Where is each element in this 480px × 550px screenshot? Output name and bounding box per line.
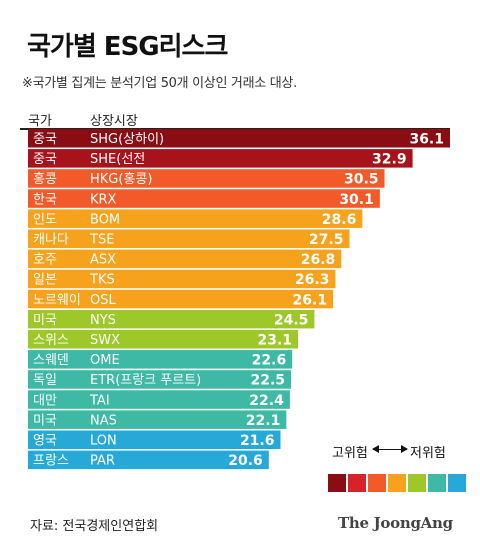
bar-country-label: 스위스	[33, 333, 69, 348]
bar-country-label: 캐나다	[33, 233, 69, 248]
bar-country-label: 영국	[33, 434, 57, 449]
bar-value-label: 22.6	[252, 353, 287, 369]
bar-country-label: 독일	[33, 373, 57, 388]
bar	[28, 390, 290, 409]
source-note: 자료: 전국경제인연합회	[30, 519, 159, 534]
bar-value-label: 30.5	[344, 172, 379, 188]
bar-value-label: 21.6	[240, 433, 275, 449]
legend-swatch	[428, 474, 446, 492]
bar-value-label: 22.4	[249, 393, 284, 409]
bar	[28, 450, 269, 470]
bar	[28, 209, 363, 228]
legend-low-label: 저위험	[410, 446, 446, 461]
bar-exchange-label: ASX	[90, 253, 116, 268]
bar-exchange-label: NYS	[90, 313, 116, 328]
bar	[28, 330, 299, 349]
bar-exchange-label: KRX	[90, 192, 117, 207]
bar-value-label: 36.1	[409, 132, 444, 148]
legend-swatch	[408, 474, 426, 492]
bar-value-label: 24.5	[274, 312, 309, 328]
bar-country-label: 중국	[33, 152, 57, 167]
bar	[28, 430, 281, 449]
bar-exchange-label: TKS	[89, 273, 115, 288]
legend-high-label: 고위험	[332, 446, 368, 461]
bar	[28, 169, 385, 188]
legend-swatches	[328, 474, 466, 492]
bar-value-label: 26.3	[295, 272, 330, 288]
bar-value-label: 26.8	[301, 252, 336, 268]
bar-exchange-label: TAI	[89, 393, 110, 408]
bar	[28, 269, 336, 289]
bar-country-label: 미국	[33, 413, 57, 428]
bar-country-label: 미국	[33, 313, 57, 328]
bar-country-label: 홍콩	[33, 172, 57, 187]
bar	[28, 229, 350, 248]
bar-value-label: 27.5	[309, 232, 344, 248]
bar-value-label: 30.1	[339, 192, 374, 208]
bar-country-label: 스웨덴	[33, 353, 69, 368]
bar	[28, 410, 287, 429]
bar-country-label: 인도	[33, 212, 57, 227]
legend-swatch	[388, 474, 406, 492]
bar-exchange-label: LON	[90, 434, 117, 449]
chart-note: ※국가별 집계는 분석기업 50개 이상인 거래소 대상.	[22, 76, 297, 91]
bar-value-label: 32.9	[372, 152, 407, 168]
bar	[28, 289, 334, 309]
legend-arrow	[372, 445, 408, 453]
bar	[28, 189, 380, 208]
publisher-logo: The JoongAng	[338, 514, 453, 532]
bar-exchange-label: SHE(선전	[90, 152, 145, 167]
bar-exchange-label: ETR(프랑크 푸르트)	[90, 373, 201, 388]
bar-country-label: 중국	[33, 132, 57, 147]
bar-value-label: 20.6	[228, 453, 263, 469]
bar-exchange-label: SHG(상하이)	[90, 132, 164, 147]
bar-exchange-label: BOM	[90, 212, 120, 227]
bar	[28, 129, 450, 148]
bar-country-label: 호주	[33, 253, 57, 268]
bar-country-label: 프랑스	[33, 454, 69, 469]
bar-country-label: 일본	[33, 273, 57, 288]
header-country: 국가	[28, 114, 52, 129]
bar-exchange-label: PAR	[90, 454, 115, 469]
bar-exchange-label: TSE	[89, 233, 114, 248]
bar	[28, 370, 292, 389]
bar-exchange-label: OME	[90, 353, 120, 368]
legend-swatch	[448, 474, 466, 492]
bar-value-label: 28.6	[322, 212, 357, 228]
bar	[28, 149, 413, 168]
bar-exchange-label: OSL	[90, 293, 116, 308]
chart-title: 국가별 ESG리스크	[27, 32, 228, 62]
bar	[28, 249, 342, 269]
bar-country-label: 노르웨이	[33, 293, 81, 308]
bar-value-label: 22.5	[250, 373, 285, 389]
bar	[28, 350, 293, 369]
bar-value-label: 26.1	[293, 292, 328, 308]
header-exchange: 상장시장	[90, 114, 138, 129]
legend-swatch	[328, 474, 346, 492]
bar-exchange-label: NAS	[90, 413, 117, 428]
bar-value-label: 23.1	[257, 333, 292, 349]
bar-exchange-label: SWX	[90, 333, 120, 348]
bar-value-label: 22.1	[246, 413, 281, 429]
bar-country-label: 한국	[33, 192, 57, 207]
bar-country-label: 대만	[33, 393, 57, 408]
legend-swatch	[368, 474, 386, 492]
bar	[28, 309, 315, 329]
legend-swatch	[348, 474, 366, 492]
bar-exchange-label: HKG(홍콩)	[90, 172, 152, 187]
